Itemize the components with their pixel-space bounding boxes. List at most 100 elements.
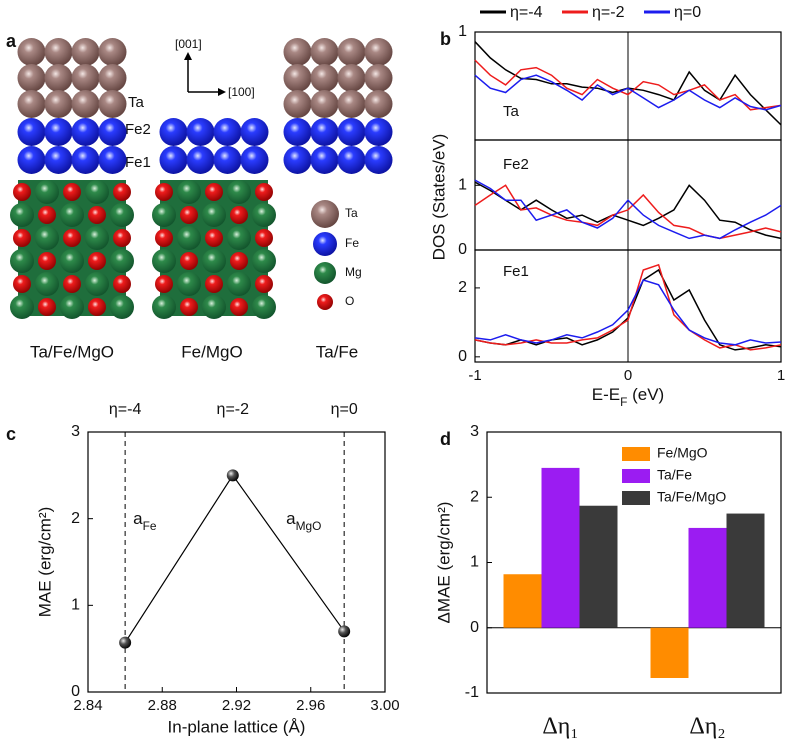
atom [10, 295, 34, 319]
arrow-head [218, 88, 226, 96]
bar [541, 467, 580, 628]
substrate [18, 180, 126, 316]
annotation-part: Fe [143, 519, 157, 533]
legend-label: Ta/Fe [657, 467, 692, 483]
panel-letter: b [440, 29, 451, 49]
atom [337, 38, 366, 66]
atom [213, 146, 242, 174]
atom [71, 90, 100, 118]
atom [227, 226, 251, 250]
atom [227, 272, 251, 296]
atom [88, 298, 106, 316]
annotation: aFe [133, 509, 157, 533]
atom [155, 275, 173, 293]
y-tick-label: 3 [71, 423, 80, 440]
atom [13, 229, 31, 247]
atom [180, 206, 198, 224]
atom [10, 249, 34, 273]
point [338, 625, 351, 638]
atom [155, 229, 173, 247]
atom [255, 275, 273, 293]
x-tick-label: 2.84 [73, 697, 102, 714]
series-line [474, 279, 782, 346]
atom [314, 262, 336, 284]
atom [60, 249, 84, 273]
atom [17, 118, 46, 146]
atom [38, 252, 56, 270]
x-tick-label: 2.92 [222, 697, 251, 714]
atom [227, 180, 251, 204]
atom [10, 203, 34, 227]
legend-label: Ta [345, 206, 358, 220]
atom [71, 64, 100, 92]
atom [310, 38, 339, 66]
atom [98, 118, 127, 146]
atom [213, 118, 242, 146]
point [119, 636, 132, 649]
y-axis-label: DOS (States/eV) [429, 134, 448, 261]
atom [110, 249, 134, 273]
x-tick-label: 2.88 [148, 697, 177, 714]
atom [44, 146, 73, 174]
atom [98, 64, 127, 92]
atom [13, 275, 31, 293]
legend-label: Ta/Fe/MgO [657, 489, 726, 505]
series-line [474, 59, 782, 111]
atom [202, 203, 226, 227]
atom [283, 38, 312, 66]
y-tick-label: 1 [458, 177, 467, 194]
atom [159, 118, 188, 146]
atom [252, 295, 276, 319]
atom [85, 272, 109, 296]
atom [364, 64, 393, 92]
layer-label: Fe1 [125, 154, 151, 171]
legend-swatch [622, 469, 650, 483]
atom [113, 229, 131, 247]
structure-diagram: a [001] [100] Ta Fe2 Fe1 Ta Fe Mg O Ta/F… [6, 31, 393, 361]
axis-label: [100] [228, 85, 255, 99]
layer-label: Fe2 [125, 121, 151, 138]
legend-label: η=-4 [510, 4, 543, 21]
atom [17, 90, 46, 118]
legend-label: Mg [345, 265, 362, 279]
atom [35, 272, 59, 296]
caption: Fe/MgO [181, 342, 242, 361]
atom [88, 206, 106, 224]
atom [98, 38, 127, 66]
atom [252, 203, 276, 227]
atom [110, 295, 134, 319]
series-line [124, 474, 345, 643]
bar [726, 513, 765, 628]
atom [230, 252, 248, 270]
atom [17, 146, 46, 174]
panel-letter: c [6, 424, 16, 444]
atom [317, 294, 333, 310]
atom [71, 38, 100, 66]
legend-label: Fe [345, 236, 359, 250]
atom [85, 180, 109, 204]
atom [38, 298, 56, 316]
atom [152, 295, 176, 319]
atom [180, 298, 198, 316]
y-tick-label: 0 [458, 241, 467, 258]
y-tick-label: 3 [470, 423, 479, 440]
y-tick-label: 2 [470, 488, 479, 505]
atom [180, 252, 198, 270]
atom [230, 298, 248, 316]
atom [35, 180, 59, 204]
x-tick-label: Δη₁ [542, 714, 578, 740]
atom [63, 275, 81, 293]
atom [17, 64, 46, 92]
atom [44, 64, 73, 92]
atom [98, 146, 127, 174]
atom [13, 183, 31, 201]
atom [71, 146, 100, 174]
atom [177, 272, 201, 296]
bar [688, 527, 727, 628]
legend-swatch [622, 491, 650, 505]
panel-label: Fe2 [503, 156, 529, 173]
atom [310, 118, 339, 146]
atom [230, 206, 248, 224]
atom [283, 90, 312, 118]
